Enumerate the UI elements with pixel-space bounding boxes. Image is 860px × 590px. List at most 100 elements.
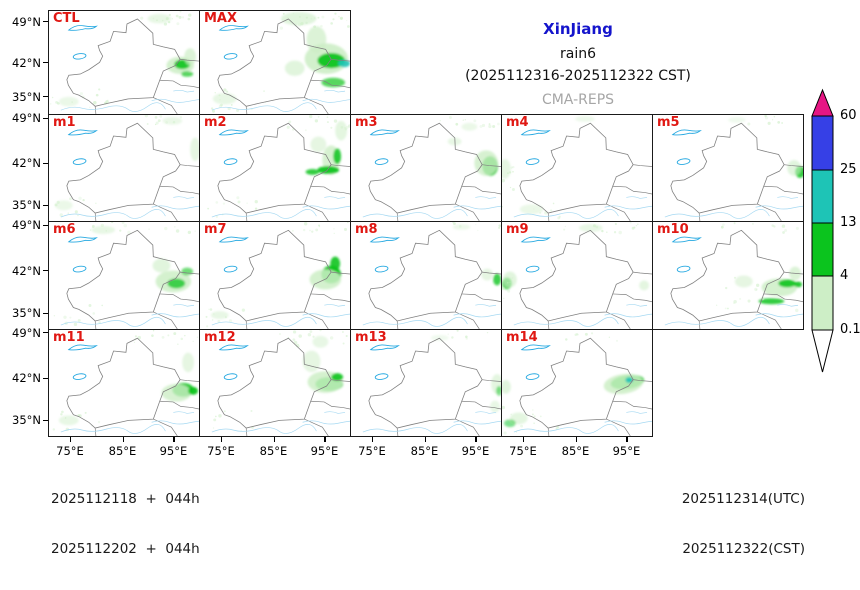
- precip-speckles: [205, 222, 349, 328]
- panel-label: m10: [657, 222, 689, 237]
- lakes: [520, 236, 551, 273]
- lon-axis-label: 85°E: [259, 444, 288, 458]
- precip-shading: [728, 116, 803, 178]
- lakes: [67, 236, 98, 273]
- colorbar-tick-label: 13: [840, 215, 857, 230]
- precip-shading: [54, 116, 199, 211]
- province-borders: [519, 229, 652, 329]
- map-canvas: [664, 222, 803, 329]
- footer-valid-utc: 2025112314(UTC): [681, 491, 805, 507]
- lakes: [369, 344, 400, 380]
- rivers: [60, 196, 199, 219]
- lat-axis-tick: [43, 332, 48, 334]
- panel-label: m13: [355, 330, 387, 345]
- lat-axis-tick: [43, 419, 48, 422]
- ensemble-figure: CTL MAX m1 m2 m3 m4 m5 m6 m7 m8 m9 m10 m11 m12 m13 m14 …: [12, 10, 860, 557]
- lat-axis-label: 35°N: [12, 413, 41, 428]
- precip-speckles: [502, 332, 618, 435]
- lat-axis-label: 49°N: [12, 325, 41, 340]
- lon-axis-tick: [273, 437, 275, 442]
- lat-axis-label: 35°N: [12, 198, 41, 213]
- map-panel-m12: m12: [199, 329, 351, 437]
- lat-axis-label: 42°N: [12, 55, 41, 70]
- province-borders: [519, 337, 652, 436]
- map-panel-m14: m14: [501, 329, 653, 437]
- colorbar-segment: [811, 222, 834, 277]
- lon-axis-tick: [523, 437, 525, 442]
- province-borders: [670, 229, 803, 329]
- map-panel-m3: m3: [350, 114, 502, 222]
- lakes: [218, 236, 249, 273]
- lat-axis-label: 49°N: [12, 218, 41, 233]
- province-borders: [368, 122, 501, 221]
- precip-speckles: [439, 116, 500, 129]
- panel-label: m2: [204, 115, 227, 130]
- precip-shading: [502, 115, 595, 215]
- map-canvas: [362, 330, 501, 436]
- lakes: [218, 344, 249, 380]
- map-canvas: [207, 115, 350, 221]
- colorbar-segment: [811, 275, 834, 331]
- colorbar-segment: [811, 169, 834, 224]
- precip-shading: [305, 120, 348, 175]
- panel-label: m9: [506, 222, 529, 237]
- precip-speckles: [50, 11, 192, 109]
- colorbar-under-arrow-icon: [811, 329, 834, 373]
- lon-axis-label: 75°E: [358, 444, 386, 458]
- lakes: [520, 344, 551, 380]
- province-borders: [368, 229, 501, 329]
- rivers: [362, 304, 501, 327]
- precip-speckles: [716, 222, 799, 313]
- panel-label: m5: [657, 115, 680, 130]
- figure-title-variable: rain6: [559, 46, 596, 62]
- precip-shading: [734, 266, 803, 305]
- map-panel-ctl: CTL: [48, 10, 200, 115]
- lon-axis-tick: [221, 437, 223, 442]
- lat-axis-tick: [43, 62, 48, 64]
- lon-axis-label: 85°E: [108, 444, 137, 458]
- province-borders: [66, 18, 199, 114]
- lakes: [369, 129, 400, 165]
- precip-shading: [430, 334, 501, 413]
- lat-axis-label: 49°N: [12, 14, 41, 29]
- colorbar-tick-label: 25: [840, 162, 857, 177]
- lat-axis-tick: [43, 312, 48, 314]
- figure-title-model: CMA-REPS: [541, 92, 615, 108]
- lat-axis-tick: [43, 377, 48, 379]
- map-panel-m7: m7: [199, 221, 351, 330]
- precip-speckles: [452, 222, 501, 232]
- rivers: [664, 196, 803, 219]
- lat-axis-tick: [43, 117, 48, 120]
- lakes: [67, 344, 98, 380]
- lon-axis-label: 95°E: [310, 444, 339, 458]
- precip-shading: [302, 335, 344, 393]
- colorbar-over-arrow-icon: [811, 88, 834, 117]
- province-borders: [217, 18, 350, 114]
- footer-valid-cst: 2025112322(CST): [682, 540, 805, 557]
- panel-label: m1: [53, 115, 76, 130]
- province-borders: [217, 122, 350, 221]
- panel-label: m4: [506, 115, 529, 130]
- map-panel-m5: m5: [652, 114, 804, 222]
- lat-axis-tick: [43, 21, 48, 23]
- rivers: [211, 411, 350, 434]
- map-canvas: [52, 330, 199, 436]
- precip-speckles: [207, 115, 350, 218]
- footer-init-line-1: 2025112118 + 044h: [51, 491, 200, 507]
- map-canvas: [211, 330, 350, 436]
- province-borders: [368, 337, 501, 436]
- lon-axis-label: 95°E: [159, 444, 188, 458]
- map-panel-m8: m8: [350, 221, 502, 330]
- rivers: [60, 411, 199, 434]
- lat-axis-label: 49°N: [12, 111, 41, 126]
- precip-speckles: [747, 115, 784, 126]
- lakes: [369, 236, 400, 273]
- map-canvas: [50, 11, 199, 114]
- map-canvas: [205, 222, 350, 329]
- lat-axis-label: 42°N: [12, 263, 41, 278]
- lon-axis-tick: [173, 437, 175, 442]
- colorbar-tick-label: 0.1: [840, 322, 860, 337]
- lon-axis-tick: [424, 437, 426, 442]
- lat-axis-tick: [43, 162, 48, 164]
- map-panel-m4: m4: [501, 114, 653, 222]
